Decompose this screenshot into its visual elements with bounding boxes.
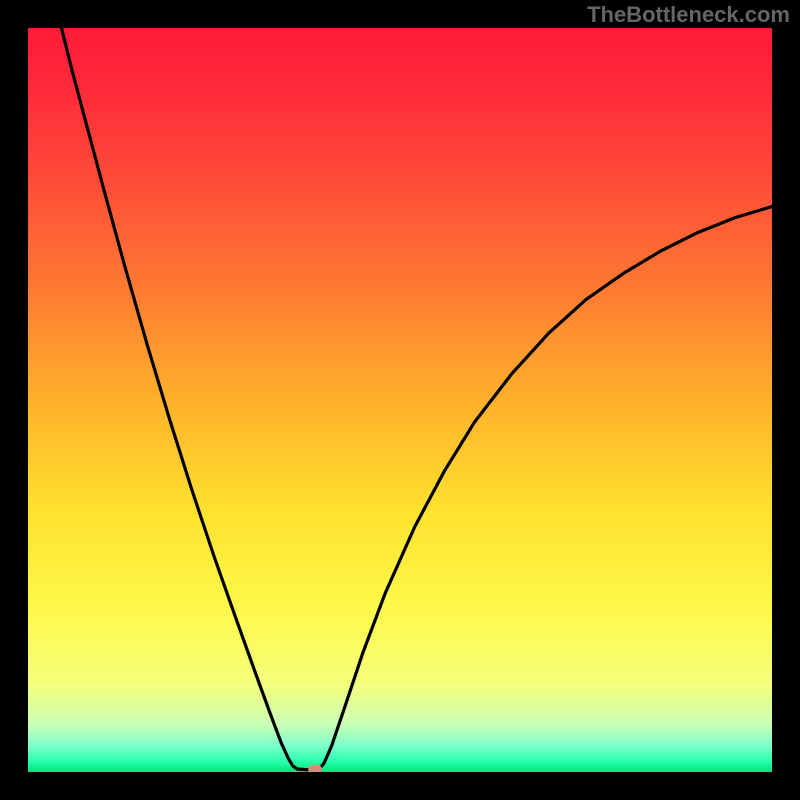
chart-frame: TheBottleneck.com xyxy=(0,0,800,800)
gradient-background xyxy=(28,28,772,772)
watermark-text: TheBottleneck.com xyxy=(587,2,790,28)
optimal-marker xyxy=(308,765,322,772)
chart-svg xyxy=(28,28,772,772)
plot-area xyxy=(28,28,772,772)
